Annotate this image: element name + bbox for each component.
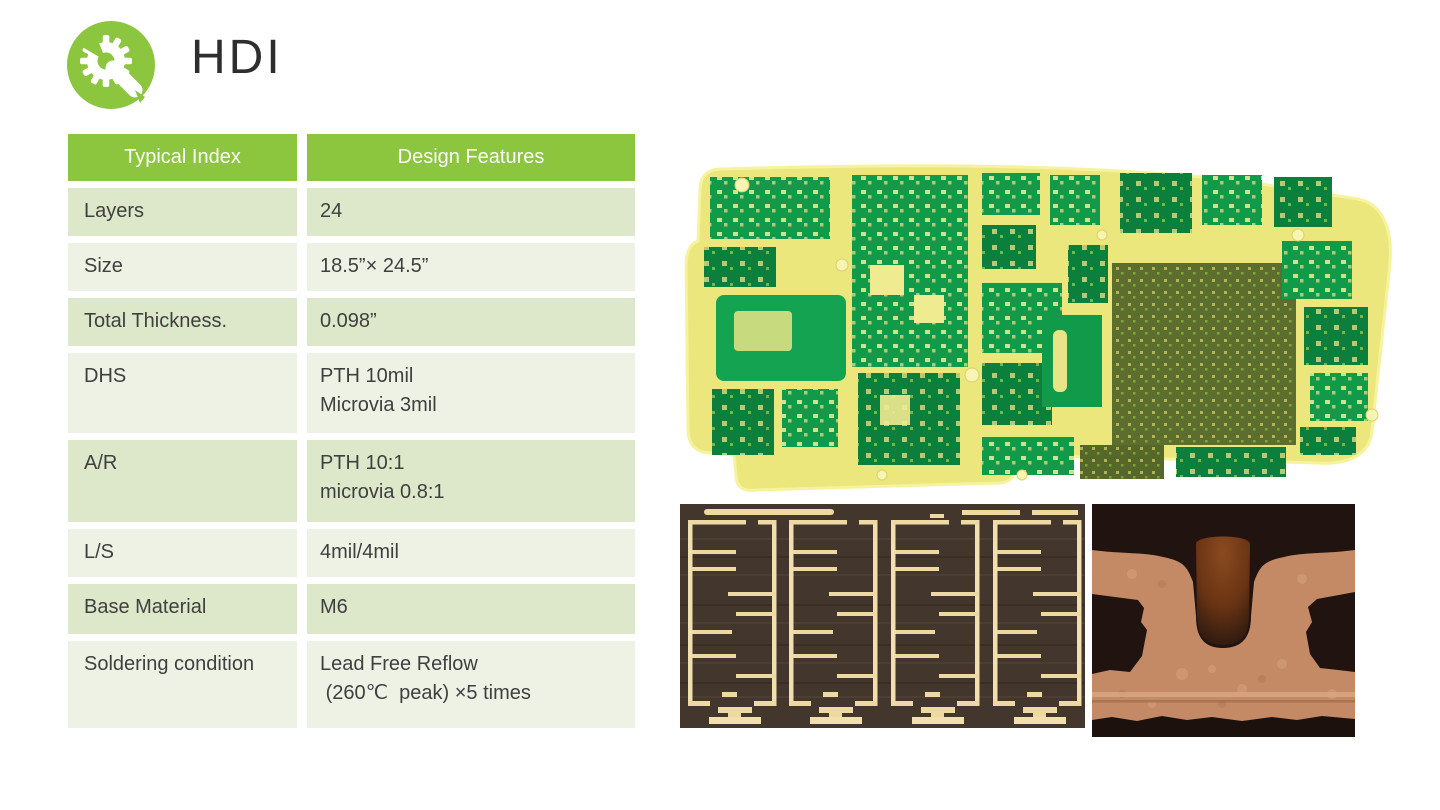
- row-value-cell: PTH 10:1 microvia 0.8:1: [307, 440, 635, 522]
- table-header-row: Typical Index Design Features: [68, 134, 635, 181]
- row-value-line: M6: [320, 596, 348, 618]
- row-value-cell: 24: [307, 188, 635, 236]
- row-label-cell: L/S: [68, 529, 297, 577]
- row-value-line: 18.5”× 24.5”: [320, 255, 429, 277]
- spec-table: Typical Index Design Features Layers 24 …: [68, 134, 635, 735]
- row-label-cell: A/R: [68, 440, 297, 522]
- row-label-cell: Base Material: [68, 584, 297, 634]
- row-label-cell: Soldering condition: [68, 641, 297, 728]
- microvia-cross-section-image: [1092, 504, 1355, 737]
- row-value-cell: PTH 10mil Microvia 3mil: [307, 353, 635, 433]
- row-label-cell: DHS: [68, 353, 297, 433]
- row-value-line: 4mil/4mil: [320, 541, 399, 563]
- row-value-line: (260℃ peak) ×5 times: [320, 682, 531, 704]
- row-value-cell: 0.098”: [307, 298, 635, 346]
- table-row: DHS PTH 10mil Microvia 3mil: [68, 353, 635, 433]
- row-label-cell: Layers: [68, 188, 297, 236]
- table-row: L/S 4mil/4mil: [68, 529, 635, 577]
- row-value-line: PTH 10:1: [320, 452, 405, 474]
- table-row: Total Thickness. 0.098”: [68, 298, 635, 346]
- pcb-panel-image: [684, 164, 1392, 492]
- row-value-cell: 18.5”× 24.5”: [307, 243, 635, 291]
- row-value-line: Microvia 3mil: [320, 394, 437, 416]
- row-value-cell: Lead Free Reflow (260℃ peak) ×5 times: [307, 641, 635, 728]
- row-label-cell: Size: [68, 243, 297, 291]
- row-value-cell: 4mil/4mil: [307, 529, 635, 577]
- col-header-design-features: Design Features: [307, 134, 635, 181]
- row-value-line: PTH 10mil: [320, 365, 414, 387]
- table-row: A/R PTH 10:1 microvia 0.8:1: [68, 440, 635, 522]
- row-label-cell: Total Thickness.: [68, 298, 297, 346]
- trace-cross-section-image: [680, 504, 1085, 728]
- table-row: Layers 24: [68, 188, 635, 236]
- table-row: Soldering condition Lead Free Reflow (26…: [68, 641, 635, 728]
- page-title: HDI: [191, 31, 283, 84]
- row-value-line: 24: [320, 200, 343, 222]
- row-value-cell: M6: [307, 584, 635, 634]
- row-value-line: Lead Free Reflow: [320, 653, 478, 675]
- row-value-line: microvia 0.8:1: [320, 481, 445, 503]
- gear-wrench-icon: [67, 21, 155, 109]
- table-row: Size 18.5”× 24.5”: [68, 243, 635, 291]
- row-value-line: 0.098”: [320, 310, 377, 332]
- col-header-typical-index: Typical Index: [68, 134, 297, 181]
- table-row: Base Material M6: [68, 584, 635, 634]
